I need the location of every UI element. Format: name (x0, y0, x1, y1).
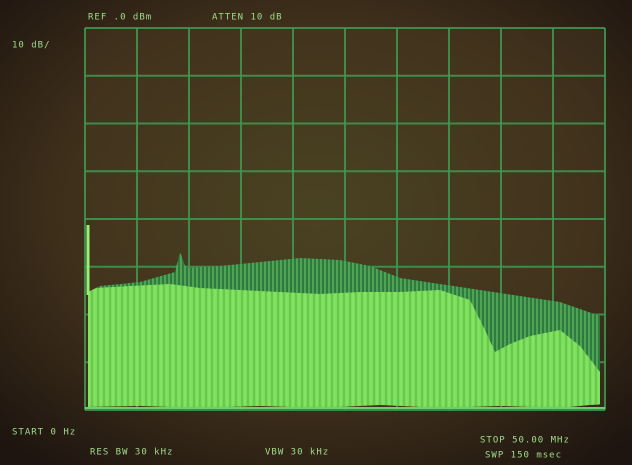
res-bw: RES BW 30 kHz (90, 448, 173, 458)
stop-freq: STOP 50.00 MHz (480, 436, 570, 446)
scale: 10 dB/ (12, 41, 51, 51)
ref-level: REF .0 dBm (88, 13, 152, 23)
vbw: VBW 30 kHz (265, 448, 329, 458)
page: REF .0 dBm ATTEN 10 dB 10 dB/ START 0 Hz… (0, 0, 632, 465)
start-freq: START 0 Hz (12, 428, 76, 438)
sweep-time: SWP 150 msec (485, 451, 562, 461)
attenuation: ATTEN 10 dB (212, 13, 283, 23)
screen-photo: REF .0 dBm ATTEN 10 dB 10 dB/ START 0 Hz… (0, 0, 632, 465)
